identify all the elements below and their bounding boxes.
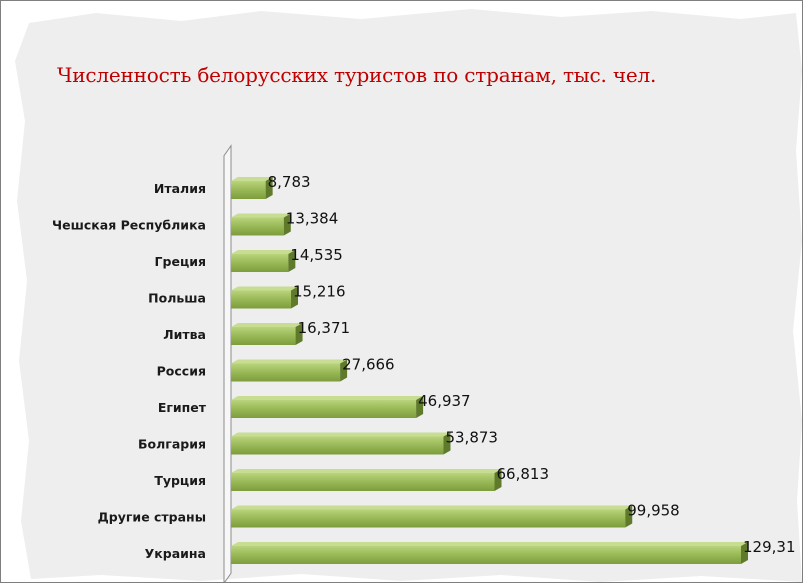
bar-end-face xyxy=(288,250,296,272)
data-label: 13,384 xyxy=(286,210,339,228)
chart-title: Численность белорусских туристов по стра… xyxy=(57,63,657,87)
bar xyxy=(231,327,296,345)
bar-end-face xyxy=(494,469,502,491)
bar-top-face xyxy=(231,469,502,473)
bar xyxy=(231,363,341,382)
bar-top-face xyxy=(231,250,296,254)
bar xyxy=(231,546,741,564)
bar-top-face xyxy=(231,177,273,181)
bar xyxy=(231,400,417,418)
bar-end-face xyxy=(340,359,348,382)
bar xyxy=(231,473,495,491)
bar-end-face xyxy=(283,213,291,236)
bar-end-face xyxy=(291,286,299,309)
bar-top-face xyxy=(231,359,348,364)
bar-end-face xyxy=(295,323,303,345)
bar-top-face xyxy=(231,432,451,437)
bar-end-face xyxy=(265,177,273,199)
bar-top-face xyxy=(231,286,299,291)
bar xyxy=(231,290,292,309)
axis-wall xyxy=(223,144,232,582)
data-label: 99,958 xyxy=(627,502,680,520)
bar-top-face xyxy=(231,542,748,546)
data-label: 8,783 xyxy=(268,173,311,191)
bar xyxy=(231,436,444,455)
bar-top-face xyxy=(231,323,303,327)
category-label: Италия xyxy=(154,181,206,196)
bar-top-face xyxy=(231,213,291,218)
bar-end-face xyxy=(625,505,633,528)
bar xyxy=(231,509,626,528)
category-label: Другие страны xyxy=(98,510,206,525)
data-label: 15,216 xyxy=(293,283,346,301)
category-label: Польша xyxy=(148,291,206,306)
category-label: Украина xyxy=(145,546,206,561)
bar-end-face xyxy=(741,542,748,564)
bar-top-face xyxy=(231,505,633,510)
category-label: Россия xyxy=(157,364,206,379)
category-label: Греция xyxy=(155,254,206,269)
data-label: 53,873 xyxy=(445,429,498,447)
bar-end-face xyxy=(416,396,424,418)
category-label: Чешская Республика xyxy=(52,218,206,233)
category-label: Болгария xyxy=(138,437,206,452)
data-label: 27,666 xyxy=(342,356,395,374)
bar xyxy=(231,217,284,236)
data-label: 46,937 xyxy=(418,392,471,410)
data-label: 66,813 xyxy=(497,465,550,483)
data-label: 14,535 xyxy=(290,246,343,264)
data-label: 129,31 xyxy=(743,538,796,556)
bar-end-face xyxy=(443,432,451,455)
bar xyxy=(231,181,266,199)
category-label: Египет xyxy=(158,400,207,415)
bar-top-face xyxy=(231,396,424,400)
category-label: Литва xyxy=(163,327,206,342)
bar xyxy=(231,254,289,272)
data-label: 16,371 xyxy=(298,319,351,337)
category-label: Турция xyxy=(154,473,206,488)
